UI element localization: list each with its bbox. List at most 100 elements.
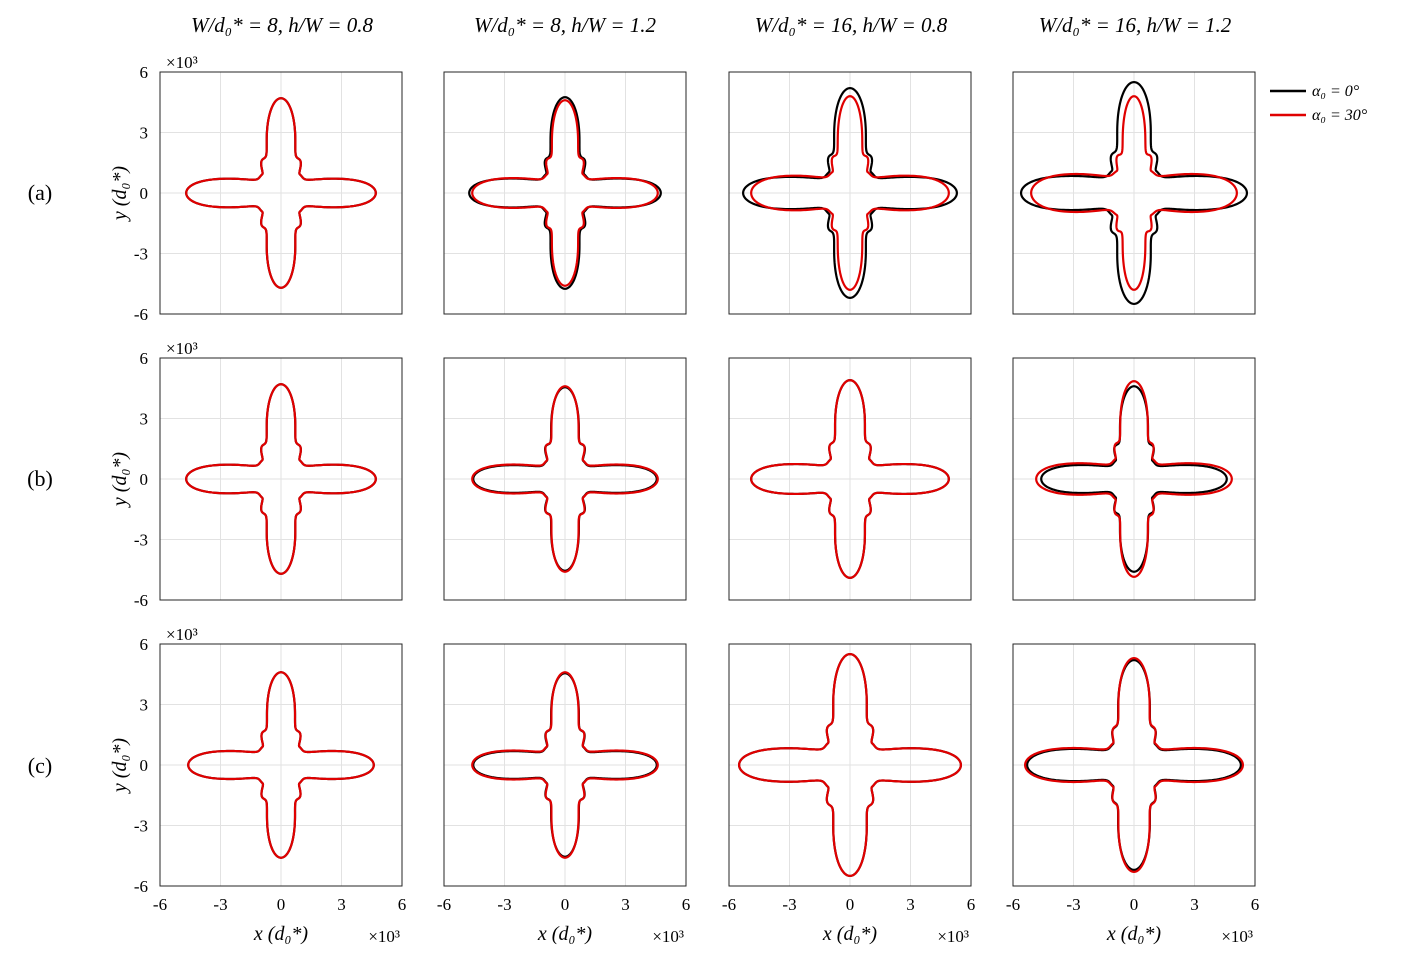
- curve-alpha-30: [1035, 380, 1233, 578]
- row-labels: (a) (b) (c): [27, 180, 53, 778]
- axes-frame: [1012, 643, 1256, 887]
- x-tick-label: 3: [337, 895, 346, 914]
- panel-1-4: [1012, 71, 1256, 315]
- curve-alpha-30: [750, 95, 950, 291]
- axes-frame: [443, 357, 687, 601]
- y-tick-label: -6: [134, 591, 148, 610]
- axes-frame: [159, 643, 403, 887]
- y-tick-label: -3: [134, 817, 148, 836]
- curve-alpha-30: [737, 652, 963, 878]
- x-tick-label: -6: [153, 895, 167, 914]
- axes-frame: [728, 357, 972, 601]
- y-tick-label: -3: [134, 245, 148, 264]
- legend-label-black: α₀ = 0°: [1312, 83, 1360, 100]
- column-title-4: W/d₀* = 16, h/W = 1.2: [1039, 13, 1232, 37]
- axes-frame: [159, 71, 403, 315]
- x-axis-label: x (d₀*): [822, 923, 877, 945]
- y-tick-label: -6: [134, 877, 148, 896]
- y-scale-label: ×10³: [166, 625, 198, 644]
- y-tick-label: 3: [140, 696, 149, 715]
- x-tick-label: -3: [1066, 895, 1080, 914]
- column-title-1: W/d₀* = 8, h/W = 0.8: [191, 13, 374, 37]
- curve-alpha-30: [1030, 95, 1238, 291]
- x-tick-label: -3: [497, 895, 511, 914]
- row-label-1: (a): [28, 180, 52, 205]
- y-axis-label: y (d₀*): [109, 166, 131, 222]
- curve-alpha-30: [1023, 657, 1245, 873]
- y-tick-label: -6: [134, 305, 148, 324]
- x-axis-label: x (d₀*): [253, 923, 308, 945]
- panel-1-2: [443, 71, 687, 315]
- curve-alpha-30: [471, 99, 659, 287]
- x-tick-label: 3: [621, 895, 630, 914]
- axes-frame: [1012, 71, 1256, 315]
- axes-frame: [159, 357, 403, 601]
- x-scale-label: ×10³: [937, 927, 969, 946]
- x-tick-label: -3: [213, 895, 227, 914]
- curve-alpha-30: [185, 97, 377, 289]
- axes-frame: [728, 643, 972, 887]
- x-tick-label: -6: [437, 895, 451, 914]
- y-tick-label: 3: [140, 124, 149, 143]
- curve-alpha-30: [471, 385, 659, 573]
- column-title-2: W/d₀* = 8, h/W = 1.2: [474, 13, 657, 37]
- curve-alpha-30: [471, 671, 659, 859]
- x-tick-label: -6: [1006, 895, 1020, 914]
- y-tick-label: 6: [140, 63, 149, 82]
- y-tick-label: -3: [134, 531, 148, 550]
- x-tick-label: 0: [561, 895, 570, 914]
- x-tick-label: 6: [967, 895, 976, 914]
- axes-frame: [1012, 357, 1256, 601]
- y-scale-label: ×10³: [166, 53, 198, 72]
- axes-frame: [728, 71, 972, 315]
- row-label-2: (b): [27, 466, 53, 491]
- panel-3-1: 6 3 0 -3 -6 ×10³ y (d₀*) -6 -3 0 3 6 x (d₀*) ×10³: [109, 625, 406, 946]
- row-label-3: (c): [28, 753, 52, 778]
- y-axis-label: y (d₀*): [109, 452, 131, 508]
- curve-alpha-0: [742, 87, 958, 299]
- x-tick-label: 3: [1190, 895, 1199, 914]
- x-scale-label: ×10³: [368, 927, 400, 946]
- curve-alpha-30: [750, 379, 950, 579]
- y-tick-label: 0: [140, 470, 149, 489]
- column-titles: W/d₀* = 8, h/W = 0.8 W/d₀* = 8, h/W = 1.2…: [191, 13, 1232, 37]
- y-tick-label: 0: [140, 756, 149, 775]
- panel-2-1: 6 3 0 -3 -6 ×10³ y (d₀*): [109, 339, 403, 610]
- panel-3-4: -6 -3 0 3 6 x (d₀*) ×10³: [1006, 643, 1260, 946]
- y-tick-label: 6: [140, 349, 149, 368]
- y-scale-label: ×10³: [166, 339, 198, 358]
- legend: α₀ = 0° α₀ = 30°: [1262, 76, 1372, 130]
- x-scale-label: ×10³: [1221, 927, 1253, 946]
- x-axis-label: x (d₀*): [1106, 923, 1161, 945]
- x-tick-label: 6: [682, 895, 691, 914]
- curve-alpha-0: [468, 96, 662, 290]
- legend-box: [1262, 76, 1372, 130]
- y-tick-label: 0: [140, 184, 149, 203]
- panel-1-1: 6 3 0 -3 -6 ×10³ y (d₀*): [109, 53, 403, 324]
- y-tick-label: 6: [140, 635, 149, 654]
- x-axis-label: x (d₀*): [537, 923, 592, 945]
- y-tick-label: 3: [140, 410, 149, 429]
- x-tick-label: 0: [846, 895, 855, 914]
- axes-frame: [443, 643, 687, 887]
- x-scale-label: ×10³: [652, 927, 684, 946]
- panel-3-3: -6 -3 0 3 6 x (d₀*) ×10³: [722, 643, 976, 946]
- panel-2-4: [1012, 357, 1256, 601]
- curve-alpha-30: [187, 671, 375, 859]
- x-tick-label: 6: [398, 895, 407, 914]
- panel-2-3: [728, 357, 972, 601]
- curve-alpha-30: [185, 383, 377, 575]
- x-tick-label: -6: [722, 895, 736, 914]
- x-tick-label: 6: [1251, 895, 1260, 914]
- x-tick-label: 3: [906, 895, 915, 914]
- curve-alpha-0: [1019, 80, 1249, 306]
- x-tick-label: -3: [782, 895, 796, 914]
- x-tick-label: 0: [277, 895, 286, 914]
- x-tick-label: 0: [1130, 895, 1139, 914]
- panel-1-3: [728, 71, 972, 315]
- panel-3-2: -6 -3 0 3 6 x (d₀*) ×10³: [437, 643, 691, 946]
- column-title-3: W/d₀* = 16, h/W = 0.8: [755, 13, 948, 37]
- legend-label-red: α₀ = 30°: [1312, 107, 1368, 124]
